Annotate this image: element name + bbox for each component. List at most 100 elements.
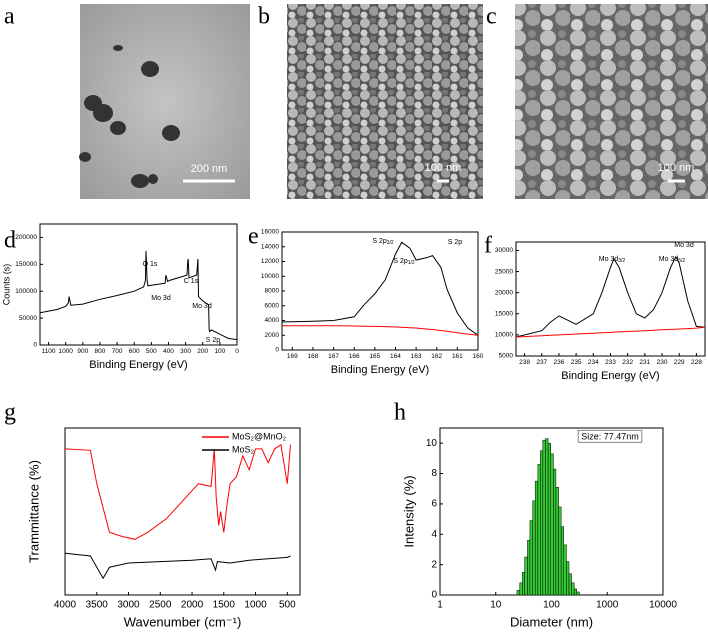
y-tick-label: 20000 <box>495 289 513 296</box>
scale-bar-label: 100 nm <box>425 162 462 174</box>
bar <box>524 556 528 596</box>
x-axis-label: Binding Energy (eV) <box>331 364 429 376</box>
bar <box>563 544 567 596</box>
x-tick-label: 400 <box>163 348 174 355</box>
annotation-text: S 2p <box>393 258 408 265</box>
annotation-text: Mo 3d <box>659 256 679 263</box>
x-axis-label: Binding Energy (eV) <box>89 359 187 371</box>
bar <box>529 520 533 596</box>
y-tick-label: 5000 <box>499 353 514 360</box>
annotation-box <box>577 429 643 443</box>
panel-label: h <box>394 400 406 426</box>
panel-label: a <box>4 4 15 30</box>
x-tick-label: 165 <box>369 353 380 360</box>
bar <box>545 438 549 596</box>
panel-label: f <box>484 233 492 259</box>
y-tick-label: 50000 <box>19 315 37 322</box>
bar <box>540 450 544 596</box>
annotation: S 2p <box>206 337 221 344</box>
x-tick-label: 600 <box>129 348 140 355</box>
y-tick-label: 4000 <box>265 317 280 324</box>
x-tick-label: 1000 <box>244 600 267 611</box>
y-axis-label: Trammittance (%) <box>26 460 41 563</box>
annotation: Mo 3d <box>192 303 212 310</box>
y-tick-label: 10 <box>426 438 438 449</box>
bar <box>560 526 565 596</box>
annotation-sub: 3/2 <box>387 240 394 246</box>
panel-label: g <box>4 400 16 426</box>
plot-frame <box>281 231 479 351</box>
y-tick-label: 30000 <box>495 247 513 254</box>
x-tick-label: 2000 <box>181 600 204 611</box>
x-axis-label: Binding Energy (eV) <box>561 370 659 382</box>
x-tick-label: 169 <box>287 353 298 360</box>
annotation-text: Mo 3d <box>151 295 171 302</box>
x-tick-label: 238 <box>519 359 530 366</box>
panel-label: c <box>486 4 497 30</box>
annotation-text: C 1s <box>184 278 199 285</box>
x-tick-label: 1100 <box>42 348 56 355</box>
y-tick-label: 150000 <box>15 261 37 268</box>
x-tick-label: 164 <box>390 353 401 360</box>
y-tick-label: 0 <box>33 342 37 349</box>
annotation: Size: 77.47nm <box>581 431 639 441</box>
y-tick-label: 25000 <box>495 268 513 275</box>
y-tick-label: 8000 <box>265 288 280 295</box>
y-tick-label: 15000 <box>495 310 513 317</box>
x-tick-label: 234 <box>588 359 599 366</box>
panel-label: d <box>4 228 16 254</box>
annotation: Mo 3d3/2 <box>599 256 626 264</box>
bar <box>568 573 572 596</box>
annotation-text: Mo 3d <box>674 242 694 249</box>
series-line <box>515 326 706 338</box>
legend-label: MoS₂ <box>232 444 255 454</box>
plot-frame <box>39 223 238 346</box>
x-tick-label: 1500 <box>213 600 236 611</box>
x-tick-label: 230 <box>657 359 668 366</box>
y-tick-label: 6 <box>431 499 437 510</box>
x-tick-label: 233 <box>605 359 616 366</box>
annotation-text: Mo 3d <box>192 303 212 310</box>
bar <box>547 442 552 596</box>
x-axis-label: Diameter (nm) <box>510 614 593 629</box>
bar <box>553 468 557 596</box>
y-tick-label: 0 <box>275 347 279 354</box>
annotation: S 2p1/2 <box>393 258 415 266</box>
x-tick-label: 100 <box>214 348 225 355</box>
bar <box>532 500 536 596</box>
x-tick-label: 237 <box>536 359 547 366</box>
bar <box>550 453 554 596</box>
x-tick-label: 500 <box>146 348 157 355</box>
x-tick-label: 236 <box>554 359 565 366</box>
sem-image <box>515 4 708 199</box>
legend-label: MoS₂@MnO₂ <box>232 431 287 441</box>
bar <box>576 591 580 596</box>
y-tick-label: 2000 <box>265 332 280 339</box>
x-tick-label: 3500 <box>86 600 109 611</box>
annotation: C 1s <box>184 278 199 285</box>
y-tick-label: 10000 <box>495 332 513 339</box>
bar <box>537 464 541 596</box>
panel-label: e <box>248 224 259 250</box>
y-tick-label: 8 <box>431 468 437 479</box>
annotation: O 1s <box>143 261 158 268</box>
panel-label: b <box>258 4 270 30</box>
x-tick-label: 168 <box>308 353 319 360</box>
bar <box>522 571 525 596</box>
series-line <box>281 241 479 336</box>
x-tick-label: 235 <box>571 359 582 366</box>
x-tick-label: 163 <box>411 353 422 360</box>
x-tick-label: 231 <box>639 359 650 366</box>
x-tick-label: 1000 <box>596 600 619 611</box>
annotation: Mo 3d <box>674 242 694 249</box>
annotation-text: S 2p <box>206 337 221 344</box>
x-tick-label: 229 <box>674 359 685 366</box>
annotation-sub: 1/2 <box>408 260 415 266</box>
scale-bar-label: 100 nm <box>658 162 695 174</box>
x-tick-label: 10 <box>490 600 502 611</box>
y-tick-label: 2 <box>431 559 437 570</box>
x-tick-label: 162 <box>431 353 442 360</box>
y-tick-label: 12000 <box>261 258 279 265</box>
